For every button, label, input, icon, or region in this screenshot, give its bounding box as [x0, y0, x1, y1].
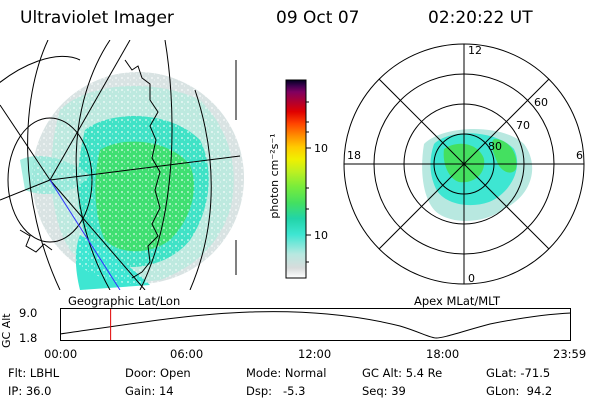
time-tick-1200: 12:00: [298, 347, 332, 361]
altitude-tick-low: 1.8: [19, 331, 38, 345]
colorbar-unit-label: photon cm⁻²s⁻¹: [268, 133, 281, 218]
time-tick-1800: 18:00: [426, 347, 460, 361]
geographic-image: [0, 40, 244, 290]
mlat-label-80: 80: [488, 140, 502, 153]
dsp-info: Dsp: -5.3: [246, 384, 306, 398]
colorbar-tick-100: 100: [314, 142, 328, 155]
seq-info: Seq: 39: [362, 384, 406, 398]
altitude-axis-label: GC Alt: [0, 313, 13, 348]
color-gradient-bar: [285, 79, 307, 279]
glat-info: GLat: -71.5: [486, 366, 551, 380]
ip-info: IP: 36.0: [8, 384, 52, 398]
time-tick-2359: 23:59: [553, 347, 587, 361]
instrument-title: Ultraviolet Imager: [20, 8, 174, 28]
polar-mlat-mlt-plot: 12 18 6 0 60 70 80: [343, 43, 585, 285]
mlt-label-18: 18: [347, 149, 361, 162]
observation-time: 02:20:22 UT: [428, 8, 533, 28]
door-info: Door: Open: [125, 366, 191, 380]
time-tick-0600: 06:00: [170, 347, 204, 361]
time-tick-0000: 00:00: [44, 347, 78, 361]
apex-caption: Apex MLat/MLT: [414, 294, 501, 308]
geographic-caption: Geographic Lat/Lon: [68, 294, 181, 308]
mode-info: Mode: Normal: [246, 366, 327, 380]
altitude-tick-high: 9.0: [19, 306, 38, 320]
gain-info: Gain: 14: [125, 384, 174, 398]
colorbar-tick-10: 10: [314, 229, 328, 242]
mlt-label-0: 0: [468, 272, 475, 285]
mlt-label-12: 12: [468, 44, 482, 57]
mlt-label-6: 6: [576, 149, 583, 162]
observation-date: 09 Oct 07: [276, 8, 360, 28]
altitude-timeline: [60, 308, 572, 341]
filter-info: Flt: LBHL: [8, 366, 60, 380]
color-scale: 100 10 photon cm⁻²s⁻¹: [268, 79, 328, 279]
glon-info: GLon: 94.2: [486, 384, 553, 398]
mlat-label-70: 70: [516, 119, 530, 132]
gc-alt-info: GC Alt: 5.4 Re: [362, 366, 443, 380]
mlat-label-60: 60: [534, 96, 548, 109]
altitude-curve: [60, 311, 572, 339]
